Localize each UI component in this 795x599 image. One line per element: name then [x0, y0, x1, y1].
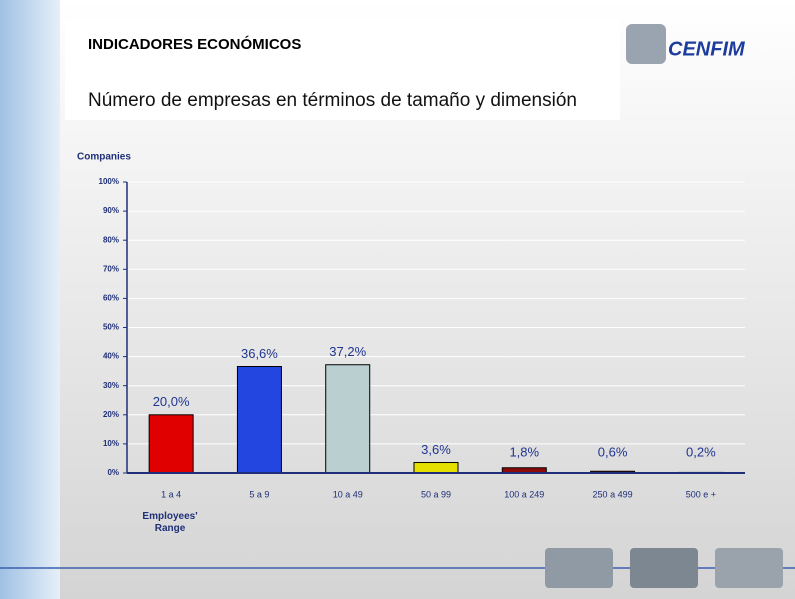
header-subtitle: Número de empresas en términos de tamaño…: [88, 90, 577, 111]
y-tick-label: 60%: [103, 294, 119, 303]
value-label: 1,8%: [509, 444, 539, 459]
footer-image: [630, 548, 698, 588]
x-tick-label: 5 a 9: [249, 489, 269, 499]
footer-image: [545, 548, 613, 588]
y-tick-label: 50%: [103, 323, 119, 332]
value-label: 0,6%: [598, 444, 628, 459]
x-axis-label: Employees' Range: [142, 511, 198, 534]
logo: CENFIM: [626, 24, 746, 64]
x-tick-label: 100 a 249: [504, 489, 544, 499]
y-axis-label: Companies: [77, 152, 131, 163]
logo-icon: [626, 24, 666, 64]
y-tick-label: 30%: [103, 381, 119, 390]
value-label: 0,2%: [686, 444, 716, 459]
bar: [325, 364, 371, 474]
value-label: 3,6%: [421, 442, 451, 457]
bar: [148, 414, 194, 474]
y-tick-label: 90%: [103, 206, 119, 215]
footer-image: [715, 548, 783, 588]
x-tick-label: 50 a 99: [421, 489, 451, 499]
y-tick-label: 40%: [103, 352, 119, 361]
y-tick-label: 80%: [103, 235, 119, 244]
x-tick-label: 10 a 49: [333, 489, 363, 499]
x-tick-label: 1 a 4: [161, 489, 181, 499]
y-tick-label: 0%: [107, 468, 119, 477]
value-label: 36,6%: [241, 346, 278, 361]
y-tick-label: 20%: [103, 410, 119, 419]
header-title: INDICADORES ECONÓMICOS: [88, 35, 301, 53]
x-tick-label: 250 a 499: [593, 489, 633, 499]
footer-images: [545, 548, 783, 588]
y-tick-label: 10%: [103, 439, 119, 448]
logo-text: CENFIM: [668, 38, 746, 60]
y-tick-label: 70%: [103, 264, 119, 273]
y-tick-label: 100%: [99, 177, 119, 186]
bar: [236, 365, 282, 474]
side-stripe: [0, 0, 60, 599]
bar: [413, 462, 459, 474]
value-label: 37,2%: [329, 344, 366, 359]
header-box: [65, 20, 620, 120]
x-tick-label: 500 e +: [686, 489, 716, 499]
value-label: 20,0%: [153, 394, 190, 409]
